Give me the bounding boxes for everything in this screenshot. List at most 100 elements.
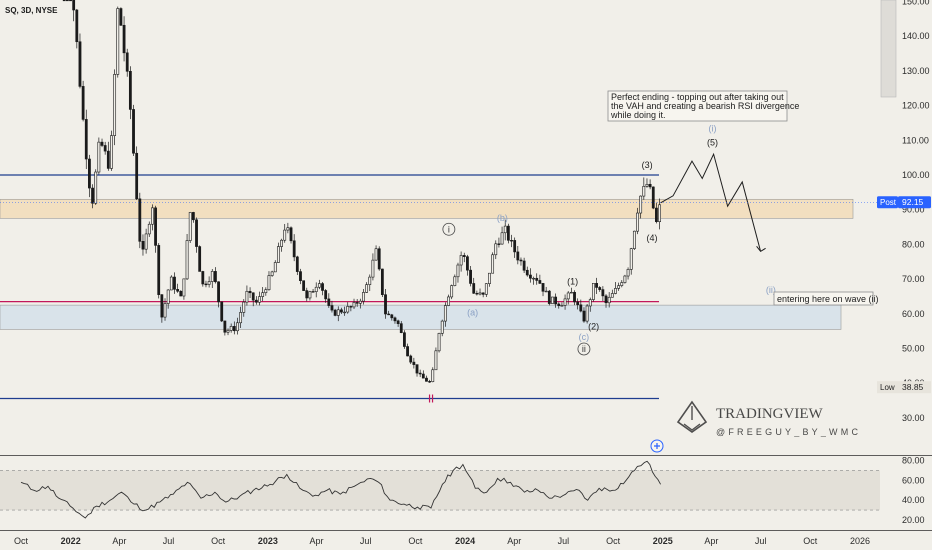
candle	[289, 226, 293, 244]
candle	[538, 274, 542, 285]
candle	[541, 283, 545, 297]
candle	[201, 270, 205, 287]
candle	[513, 237, 517, 258]
watermark: TRADINGVIEW @FREEGUY_BY_WMC	[676, 400, 861, 437]
price-tick-label: 90.00	[902, 205, 925, 215]
time-axis[interactable]: Oct 2022 Apr Jul Oct 2023 Apr Jul Oct 2024 Apr Jul O…	[14, 536, 870, 546]
candle	[166, 289, 170, 309]
wave-label: (3)	[642, 160, 653, 170]
candle	[655, 202, 658, 224]
candle	[658, 198, 661, 230]
candle	[336, 306, 340, 322]
candle	[623, 274, 627, 284]
candle	[620, 280, 624, 288]
time-tick-label: Oct	[408, 536, 423, 546]
candle	[478, 288, 482, 296]
candle	[75, 8, 79, 49]
rsi-tick-label: 80.00	[902, 456, 925, 466]
demand-zone	[0, 304, 842, 330]
projection-arrow-icon	[756, 246, 766, 252]
time-tick-label: 2024	[455, 536, 475, 546]
candle	[232, 321, 236, 335]
candle	[573, 290, 576, 306]
candle	[648, 179, 652, 190]
candle	[349, 305, 353, 312]
candle	[406, 343, 409, 357]
candle	[544, 286, 548, 293]
candle	[138, 192, 142, 249]
candle	[428, 379, 432, 383]
candle	[484, 283, 488, 297]
price-axis[interactable]: 30.0040.0050.0060.0070.0080.0090.00100.0…	[880, 0, 932, 455]
rsi-axis[interactable]: 20.00 40.00 60.00 80.00	[880, 456, 932, 531]
candle	[453, 274, 457, 287]
candle	[176, 283, 180, 293]
time-tick-label: 2023	[258, 536, 278, 546]
candle	[242, 299, 246, 317]
time-tick-label: 2026	[850, 536, 870, 546]
candle	[481, 292, 485, 298]
candle	[91, 184, 94, 209]
candle	[592, 283, 595, 302]
candle	[617, 282, 621, 291]
projection-path	[660, 152, 762, 252]
candle	[110, 130, 113, 171]
candle	[601, 286, 605, 302]
candle	[626, 267, 630, 280]
candle	[374, 245, 378, 261]
wave-label: ii	[582, 344, 586, 354]
candle	[434, 347, 438, 371]
price-tick-label: 60.00	[902, 309, 925, 319]
time-tick-label: 2022	[61, 536, 81, 546]
entry-note-text: entering here on wave (ii)	[777, 294, 879, 304]
time-tick-label: Jul	[163, 536, 175, 546]
candle	[198, 245, 202, 272]
candle	[566, 291, 570, 305]
price-axis-scrollbar[interactable]	[880, 0, 897, 98]
wave-label: i	[448, 224, 450, 234]
candle	[421, 370, 425, 379]
candle	[569, 287, 573, 294]
candle	[475, 290, 479, 296]
watermark-handle: @FREEGUY_BY_WMC	[716, 427, 861, 437]
candle	[466, 254, 469, 276]
post-price-tag: Post 92.15	[0, 196, 931, 209]
candle	[516, 246, 520, 265]
time-tick-label: Jul	[360, 536, 372, 546]
entry-note[interactable]: entering here on wave (ii)	[773, 291, 879, 306]
wave-label: (4)	[647, 233, 658, 243]
candle	[636, 207, 639, 235]
price-tag-value: 38.85	[902, 382, 924, 392]
candle	[223, 320, 227, 336]
candle	[632, 230, 636, 250]
price-tags: Post 92.15 Low 38.85	[0, 196, 931, 394]
candle	[188, 211, 192, 244]
time-tick-label: Jul	[755, 536, 767, 546]
candle	[292, 234, 296, 262]
candle	[362, 289, 365, 305]
candle	[563, 294, 567, 310]
candle	[396, 319, 400, 327]
candle	[469, 266, 472, 287]
candle	[491, 252, 495, 274]
candle	[355, 299, 359, 307]
candle	[610, 289, 614, 298]
time-tick-label: Apr	[310, 536, 324, 546]
annotation-note[interactable]: Perfect ending - topping out after takin…	[607, 90, 799, 122]
candle	[308, 290, 312, 301]
add-indicator-button[interactable]	[650, 439, 664, 453]
candle	[217, 281, 220, 308]
candle	[226, 328, 230, 336]
candle	[173, 272, 176, 294]
candle	[283, 223, 287, 243]
candle	[488, 272, 491, 287]
price-tick-label: 70.00	[902, 274, 925, 284]
candle	[277, 242, 280, 263]
time-tick-label: Jul	[558, 536, 570, 546]
candle	[245, 285, 249, 306]
candle	[163, 298, 167, 321]
candle	[302, 280, 306, 291]
candle	[403, 330, 406, 349]
candle	[311, 288, 315, 293]
